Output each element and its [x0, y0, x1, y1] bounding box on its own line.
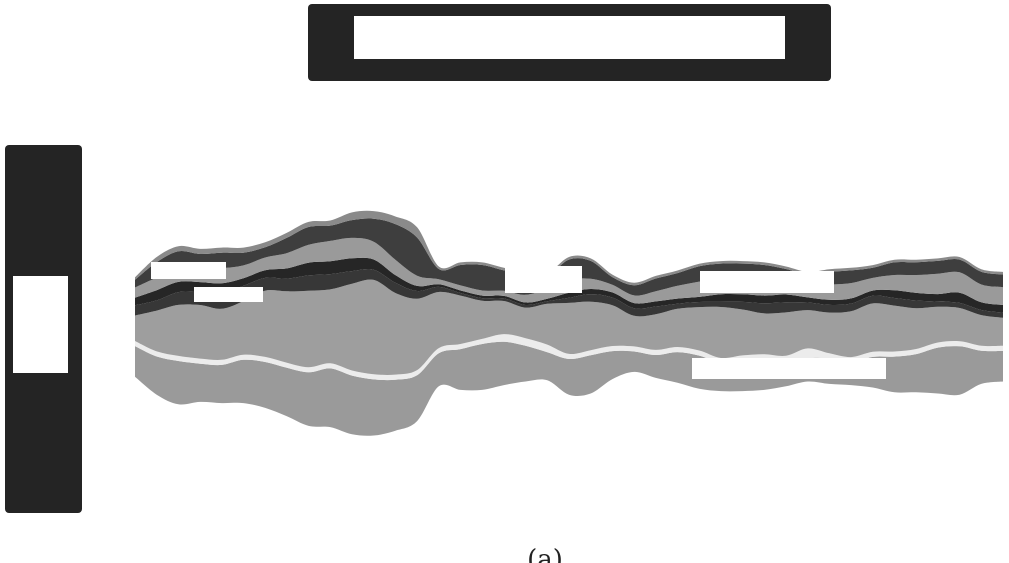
stream-layer-4: [135, 269, 1003, 318]
stream-layer-1: [135, 341, 1003, 436]
stream-label-4: [700, 271, 834, 293]
stream-layer-2: [135, 334, 1003, 381]
y-axis-label-bar: [5, 145, 82, 513]
y-axis-label: [13, 276, 68, 373]
stream-label-1: [151, 262, 226, 279]
stream-layer-3: [135, 279, 1003, 375]
chart-title: [354, 16, 785, 59]
stream-label-5: [692, 358, 886, 379]
figure-caption: (a): [527, 545, 563, 563]
stream-layer-5: [135, 257, 1003, 313]
stream-label-3: [505, 266, 582, 293]
stream-layer-8: [135, 210, 1003, 286]
chart-title-bar: [308, 4, 831, 81]
stream-label-6: [353, 473, 445, 505]
stream-label-2: [194, 287, 263, 302]
